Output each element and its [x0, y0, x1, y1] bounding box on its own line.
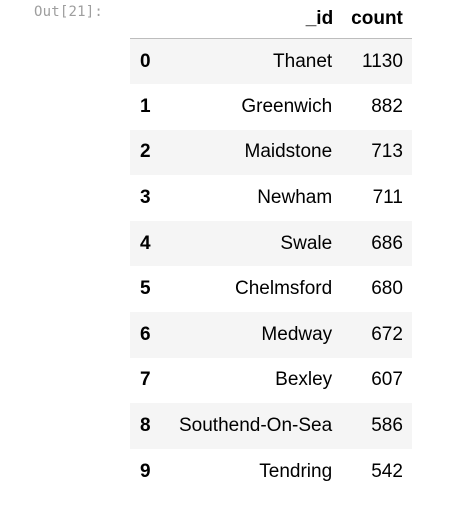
id-cell: Southend-On-Sea: [179, 415, 333, 437]
count-cell: 680: [371, 278, 403, 300]
table-row: 8 Southend-On-Sea 586: [130, 403, 412, 449]
row-index: 9: [140, 460, 151, 482]
output-prompt: Out[21]:: [34, 4, 104, 20]
count-cell: 586: [371, 415, 403, 437]
table-body: 0 Thanet 1130 1 Greenwich 882 2 Maidston…: [130, 38, 412, 495]
table-header: _id count: [130, 0, 412, 39]
id-cell: Tendring: [259, 460, 333, 482]
table-row: 5 Chelmsford 680: [130, 266, 412, 313]
id-cell: Newham: [257, 187, 333, 209]
table-row: 2 Maidstone 713: [130, 129, 412, 176]
id-cell: Maidstone: [244, 141, 333, 163]
count-cell: 1130: [362, 50, 403, 72]
table-row: 0 Thanet 1130: [130, 38, 412, 85]
count-cell: 713: [371, 141, 403, 163]
header-row: _id count: [130, 0, 412, 39]
id-cell: Greenwich: [241, 95, 333, 117]
id-cell: Swale: [280, 232, 333, 254]
count-cell: 711: [372, 187, 403, 209]
count-cell: 607: [371, 369, 403, 391]
id-cell: Chelmsford: [235, 278, 333, 300]
count-cell: 882: [371, 95, 403, 117]
column-header-count: count: [342, 0, 412, 39]
row-index: 2: [140, 141, 151, 163]
row-index: 0: [140, 50, 151, 72]
dataframe-table: _id count 0 Thanet 1130 1 Greenwich 882 …: [130, 0, 412, 495]
column-header-id: _id: [170, 0, 343, 39]
table-row: 1 Greenwich 882: [130, 84, 412, 130]
count-cell: 672: [371, 323, 403, 345]
table-row: 6 Medway 672: [130, 312, 412, 358]
count-cell: 686: [371, 232, 403, 254]
row-index: 7: [140, 369, 151, 391]
count-cell: 542: [371, 460, 403, 482]
dataframe-output: _id count 0 Thanet 1130 1 Greenwich 882 …: [130, 0, 412, 495]
row-index: 4: [140, 232, 151, 254]
id-cell: Medway: [261, 323, 333, 345]
row-index: 8: [140, 415, 151, 437]
id-cell: Thanet: [273, 50, 333, 72]
row-index: 3: [140, 187, 151, 209]
id-cell: Bexley: [275, 369, 333, 391]
row-index: 1: [140, 95, 151, 117]
row-index: 5: [140, 278, 151, 300]
table-row: 7 Bexley 607: [130, 357, 412, 404]
table-row: 9 Tendring 542: [130, 448, 412, 495]
row-index: 6: [140, 323, 151, 345]
table-row: 3 Newham 711: [130, 175, 412, 221]
index-header: [130, 0, 170, 39]
table-row: 4 Swale 686: [130, 220, 412, 267]
